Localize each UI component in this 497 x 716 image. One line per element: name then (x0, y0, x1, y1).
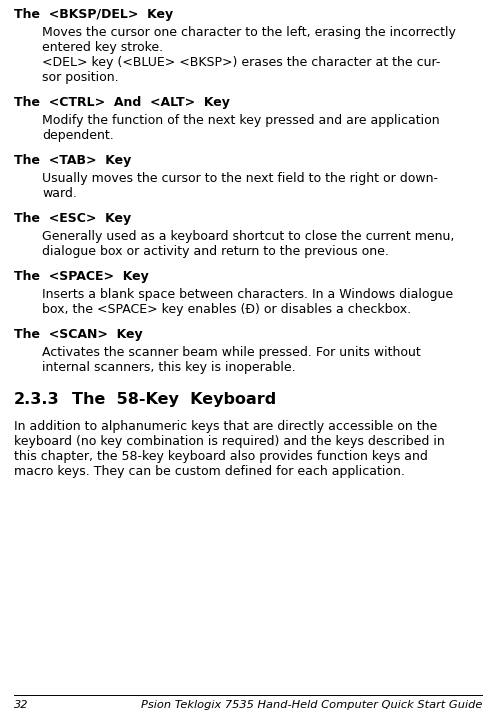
Text: Modify the function of the next key pressed and are application: Modify the function of the next key pres… (42, 114, 440, 127)
Text: dialogue box or activity and return to the previous one.: dialogue box or activity and return to t… (42, 245, 389, 258)
Text: 2.3.3: 2.3.3 (14, 392, 60, 407)
Text: 32: 32 (14, 700, 28, 710)
Text: dependent.: dependent. (42, 129, 114, 142)
Text: The  <BKSP/DEL>  Key: The <BKSP/DEL> Key (14, 8, 173, 21)
Text: box, the <SPACE> key enables (Ð) or disables a checkbox.: box, the <SPACE> key enables (Ð) or disa… (42, 303, 411, 316)
Text: ward.: ward. (42, 187, 77, 200)
Text: macro keys. They can be custom defined for each application.: macro keys. They can be custom defined f… (14, 465, 405, 478)
Text: internal scanners, this key is inoperable.: internal scanners, this key is inoperabl… (42, 361, 296, 374)
Text: Usually moves the cursor to the next field to the right or down-: Usually moves the cursor to the next fie… (42, 172, 438, 185)
Text: sor position.: sor position. (42, 71, 119, 84)
Text: Generally used as a keyboard shortcut to close the current menu,: Generally used as a keyboard shortcut to… (42, 230, 454, 243)
Text: The  <ESC>  Key: The <ESC> Key (14, 212, 131, 225)
Text: The  58-Key  Keyboard: The 58-Key Keyboard (72, 392, 276, 407)
Text: The  <SCAN>  Key: The <SCAN> Key (14, 328, 143, 341)
Text: The  <TAB>  Key: The <TAB> Key (14, 154, 131, 167)
Text: The  <CTRL>  And  <ALT>  Key: The <CTRL> And <ALT> Key (14, 96, 230, 109)
Text: Psion Teklogix 7535 Hand-Held Computer Quick Start Guide: Psion Teklogix 7535 Hand-Held Computer Q… (141, 700, 482, 710)
Text: entered key stroke.: entered key stroke. (42, 41, 163, 54)
Text: this chapter, the 58-key keyboard also provides function keys and: this chapter, the 58-key keyboard also p… (14, 450, 428, 463)
Text: Inserts a blank space between characters. In a Windows dialogue: Inserts a blank space between characters… (42, 288, 453, 301)
Text: Moves the cursor one character to the left, erasing the incorrectly: Moves the cursor one character to the le… (42, 26, 456, 39)
Text: Activates the scanner beam while pressed. For units without: Activates the scanner beam while pressed… (42, 346, 421, 359)
Text: <DEL> key (<BLUE> <BKSP>) erases the character at the cur-: <DEL> key (<BLUE> <BKSP>) erases the cha… (42, 56, 440, 69)
Text: keyboard (no key combination is required) and the keys described in: keyboard (no key combination is required… (14, 435, 445, 448)
Text: The  <SPACE>  Key: The <SPACE> Key (14, 270, 149, 283)
Text: In addition to alphanumeric keys that are directly accessible on the: In addition to alphanumeric keys that ar… (14, 420, 437, 433)
